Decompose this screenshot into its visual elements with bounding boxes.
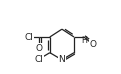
- Text: Cl: Cl: [25, 32, 34, 42]
- Text: O: O: [36, 44, 43, 53]
- Text: N: N: [59, 55, 65, 64]
- Text: H: H: [81, 36, 87, 45]
- Text: O: O: [89, 40, 96, 49]
- Text: Cl: Cl: [35, 55, 44, 64]
